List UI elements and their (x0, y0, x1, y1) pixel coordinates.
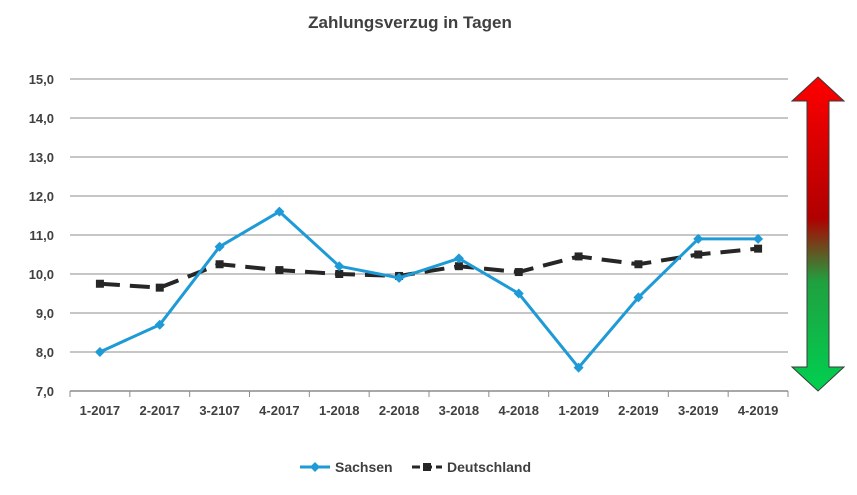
data-point (574, 252, 583, 261)
x-tick-label: 2-2018 (379, 403, 419, 418)
x-tick-label: 1-2019 (558, 403, 598, 418)
series-line (99, 210, 759, 370)
series-line (99, 246, 759, 290)
x-tick-label: 4-2018 (499, 403, 539, 418)
y-tick-label: 13,0 (29, 150, 54, 165)
y-tick-label: 11,0 (29, 228, 54, 243)
legend-label: Deutschland (447, 459, 531, 475)
data-point (155, 283, 164, 292)
x-tick-label: 2-2017 (140, 403, 180, 418)
legend-item-sachsen: Sachsen (300, 459, 393, 475)
data-point (394, 272, 405, 283)
x-tick-label: 4-2017 (259, 403, 299, 418)
data-point (214, 241, 225, 252)
data-point (453, 253, 464, 264)
data-point (334, 261, 345, 272)
data-point (514, 268, 523, 277)
data-point (634, 260, 643, 269)
double-arrow-icon (790, 76, 846, 392)
data-point (513, 288, 524, 299)
data-point (694, 250, 703, 259)
data-point (693, 233, 704, 244)
data-point (754, 244, 763, 253)
data-point (335, 270, 344, 278)
data-point (274, 206, 285, 217)
data-point (275, 266, 284, 275)
y-tick-label: 15,0 (29, 72, 54, 87)
x-tick-label: 4-2019 (738, 403, 778, 418)
data-point (215, 260, 224, 269)
y-tick-label: 9,0 (36, 306, 54, 321)
x-tick-label: 3-2019 (678, 403, 718, 418)
legend: Sachsen Deutschland (300, 459, 531, 475)
x-tick-label: 3-2018 (439, 403, 479, 418)
chart-title: Zahlungsverzug in Tagen (308, 13, 512, 32)
y-tick-label: 7,0 (36, 384, 54, 399)
series-layer (94, 206, 764, 373)
data-point (95, 279, 104, 288)
y-axis-ticks: 7,0 8,0 9,0 10,0 11,0 12,0 13,0 14,0 15,0 (29, 72, 54, 399)
data-point (633, 292, 644, 303)
series-sachsen (94, 206, 764, 373)
y-tick-label: 8,0 (36, 345, 54, 360)
x-tick-label: 2-2019 (618, 403, 658, 418)
legend-label: Sachsen (335, 459, 393, 475)
data-point (753, 233, 764, 244)
x-tick-label: 1-2018 (319, 403, 359, 418)
x-tick-label: 3-2107 (199, 403, 239, 418)
x-axis: 1-2017 2-2017 3-2107 4-2017 1-2018 2-2018 3-20… (69, 390, 789, 418)
legend-item-deutschland: Deutschland (412, 459, 531, 475)
y-tick-label: 12,0 (29, 189, 54, 204)
legend-marker (423, 463, 431, 471)
data-point (154, 319, 165, 330)
data-point (94, 347, 105, 357)
grid (70, 78, 788, 353)
legend-marker (310, 462, 320, 472)
y-tick-label: 10,0 (29, 267, 54, 282)
data-point (454, 262, 463, 271)
data-point (573, 362, 584, 373)
y-tick-label: 14,0 (29, 111, 54, 126)
x-tick-label: 1-2017 (80, 403, 120, 418)
